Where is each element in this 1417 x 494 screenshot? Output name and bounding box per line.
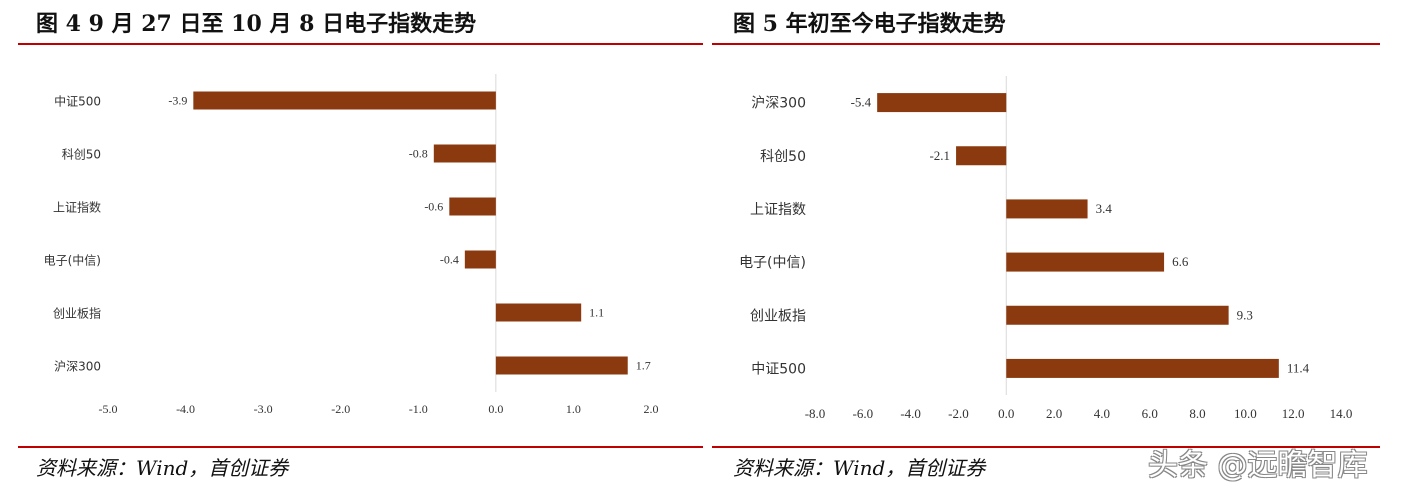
category-label: 创业板指 — [53, 306, 101, 321]
category-label: 上证指数 — [750, 202, 806, 218]
data-label: -2.1 — [929, 148, 950, 163]
bar — [877, 93, 1007, 113]
right-bar-chart: 沪深300 -5.4 科创50 -2.1 上证指数 3.4 电子(中信) 6.6 创业板指 9.3… — [739, 76, 1353, 421]
right-figure-title: 图 5 年初至今电子指数走势 — [733, 11, 1006, 37]
bar — [495, 303, 582, 322]
bar — [193, 91, 496, 110]
data-label: 11.4 — [1287, 360, 1310, 375]
x-tick-label: -4.0 — [900, 406, 921, 421]
bar — [1006, 252, 1165, 272]
x-tick-label: -2.0 — [331, 402, 350, 416]
x-tick-label: 6.0 — [1142, 406, 1158, 421]
left-title-rule — [18, 43, 703, 45]
x-tick-label: -6.0 — [853, 406, 874, 421]
category-label: 科创50 — [62, 148, 101, 162]
bar — [495, 356, 628, 375]
x-tick-label: 2.0 — [644, 402, 659, 416]
bar — [464, 250, 496, 269]
category-label: 电子(中信) — [739, 255, 806, 271]
x-tick-label: 0.0 — [998, 406, 1014, 421]
x-tick-label: -5.0 — [99, 402, 118, 416]
data-label: 3.4 — [1096, 201, 1113, 216]
data-label: -0.6 — [424, 200, 443, 214]
bar — [1006, 358, 1279, 378]
x-tick-label: 1.0 — [566, 402, 581, 416]
bar — [1006, 199, 1088, 219]
bar — [956, 146, 1007, 166]
data-label: 1.1 — [589, 306, 604, 320]
data-label: 9.3 — [1237, 307, 1253, 322]
x-tick-label: -8.0 — [805, 406, 826, 421]
x-tick-label: -3.0 — [254, 402, 273, 416]
right-title-rule — [712, 43, 1380, 45]
data-label: -5.4 — [851, 95, 872, 110]
x-tick-label: 4.0 — [1094, 406, 1110, 421]
bar — [433, 144, 496, 163]
category-label: 沪深300 — [751, 96, 806, 112]
left-bar-chart: 中证500 -3.9 科创50 -0.8 上证指数 -0.6 电子(中信) -0.4 创业板指 1… — [44, 74, 659, 416]
category-label: 科创50 — [760, 149, 806, 165]
data-label: -0.4 — [440, 253, 459, 267]
x-tick-label: 2.0 — [1046, 406, 1062, 421]
left-source-note: 资料来源：Wind，首创证券 — [36, 456, 289, 480]
data-label: 6.6 — [1172, 254, 1189, 269]
x-tick-label: 0.0 — [488, 402, 503, 416]
data-label: -3.9 — [168, 94, 187, 108]
x-tick-label: 10.0 — [1234, 406, 1257, 421]
x-tick-label: 8.0 — [1189, 406, 1205, 421]
bar — [1006, 305, 1229, 325]
category-label: 中证500 — [54, 94, 101, 109]
watermark: 头条 @远瞻智库 — [1148, 448, 1368, 483]
x-tick-label: -1.0 — [409, 402, 428, 416]
category-label: 电子(中信) — [44, 253, 101, 268]
data-label: 1.7 — [636, 359, 651, 373]
x-tick-label: -2.0 — [948, 406, 969, 421]
right-source-rule — [712, 446, 1380, 448]
x-tick-label: 12.0 — [1282, 406, 1305, 421]
category-label: 创业板指 — [750, 308, 806, 324]
x-tick-label: 14.0 — [1330, 406, 1353, 421]
category-label: 沪深300 — [54, 360, 101, 374]
category-label: 中证500 — [751, 361, 806, 377]
left-source-rule — [18, 446, 703, 448]
bar — [449, 197, 496, 216]
category-label: 上证指数 — [53, 200, 101, 215]
data-label: -0.8 — [409, 147, 428, 161]
x-tick-label: -4.0 — [176, 402, 195, 416]
left-figure-title: 图 4 9 月 27 日至 10 月 8 日电子指数走势 — [36, 11, 477, 37]
right-source-note: 资料来源：Wind，首创证券 — [733, 456, 986, 480]
